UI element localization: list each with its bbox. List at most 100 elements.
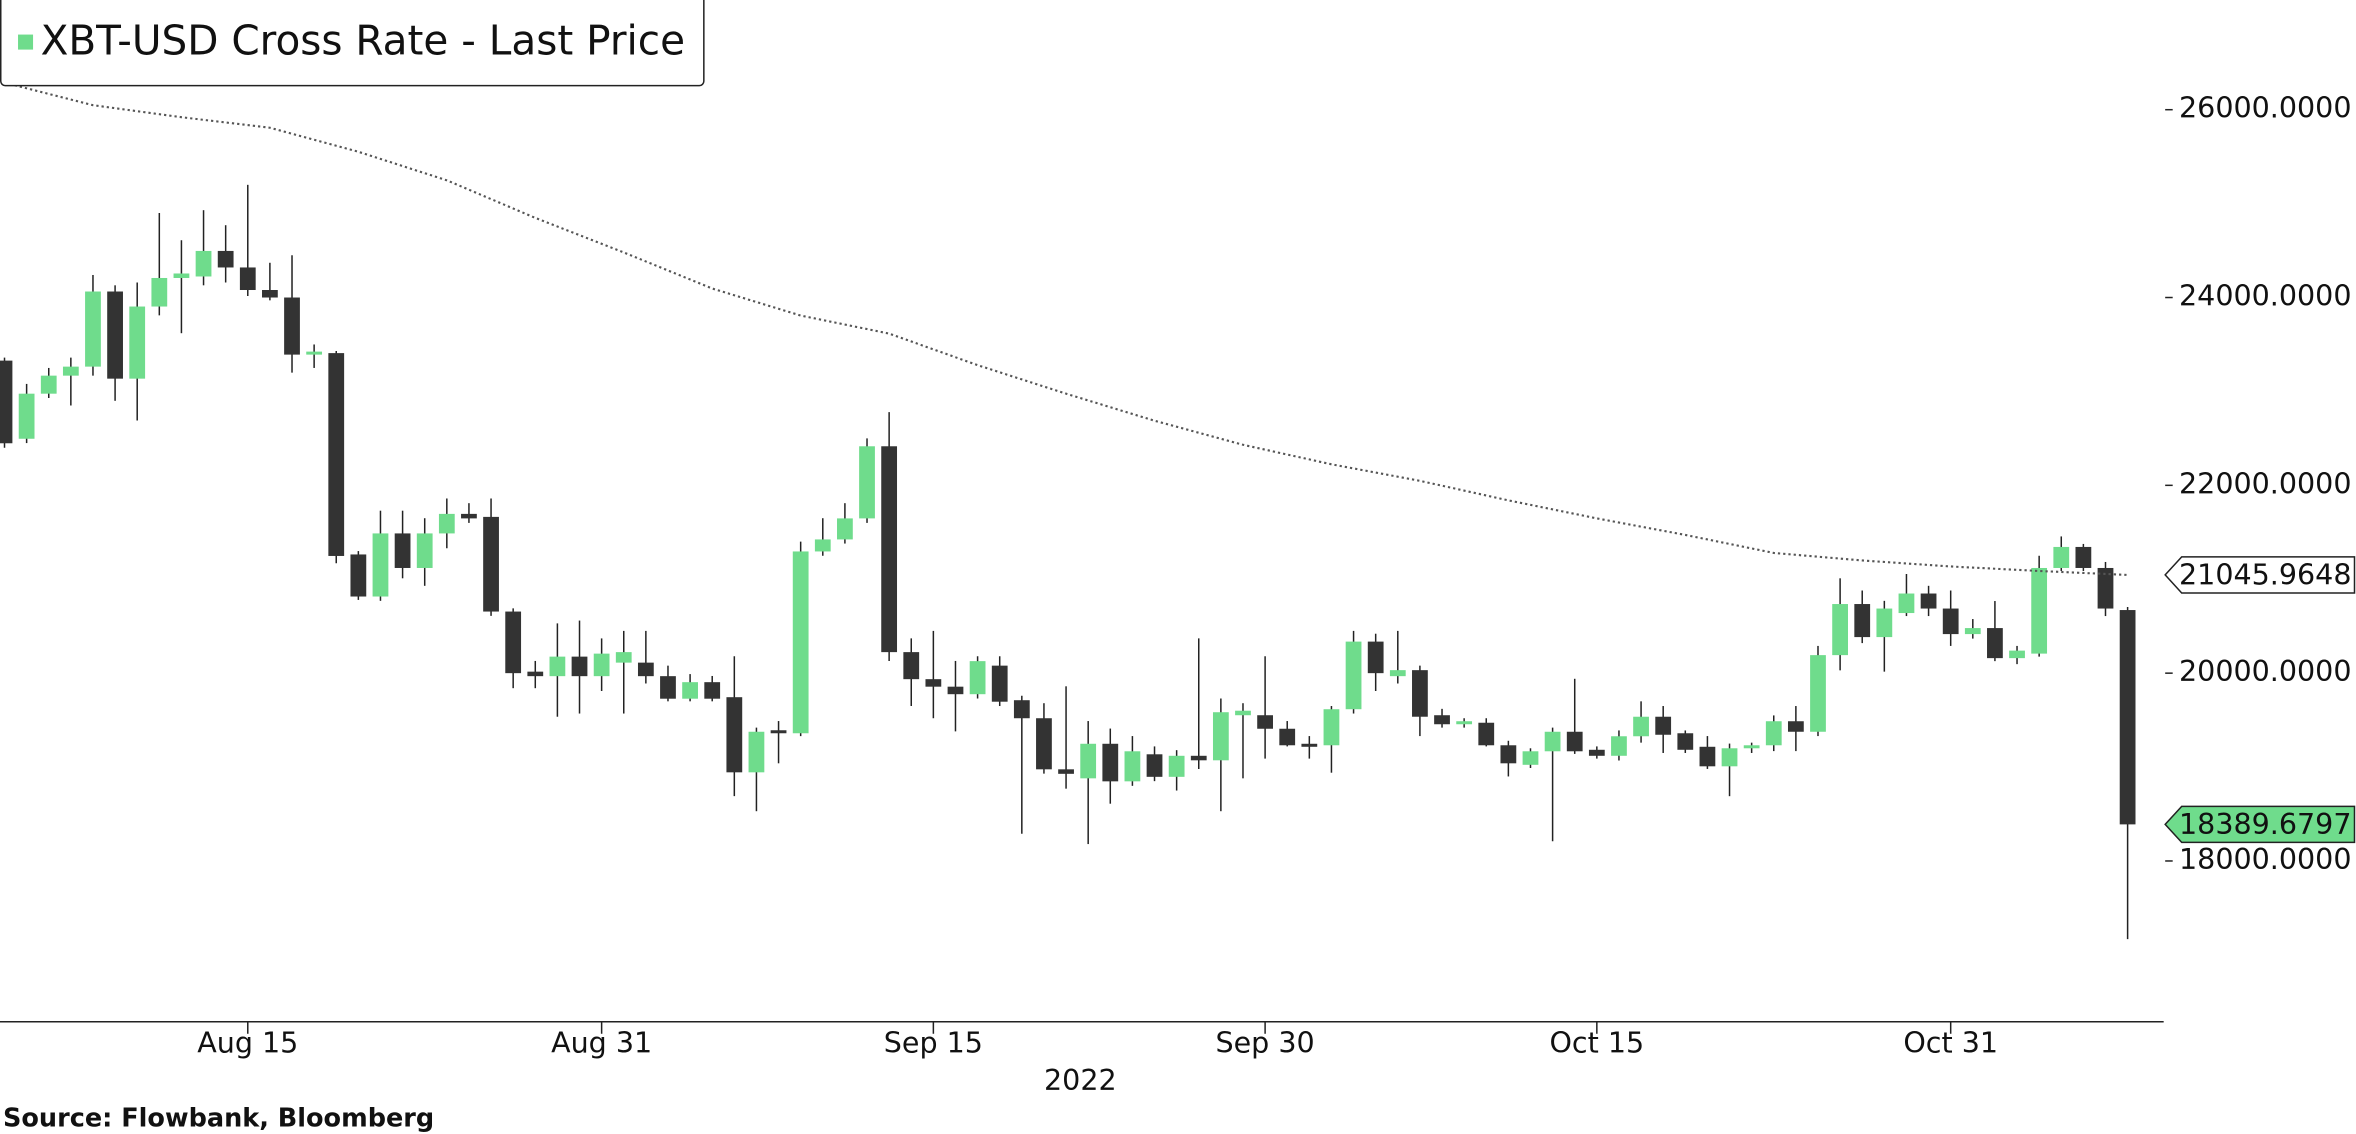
candle-body	[1500, 745, 1517, 764]
moving-average-line	[4, 81, 2128, 576]
legend-label: XBT-USD Cross Rate - Last Price	[41, 17, 685, 65]
candle-body	[1655, 716, 1672, 735]
candle-body	[1522, 751, 1539, 765]
y-tick-label: 26000.0000	[2179, 92, 2351, 125]
candle-body	[2097, 567, 2114, 609]
candle-body	[1942, 608, 1959, 635]
candle-body	[1235, 710, 1251, 716]
candle-body	[18, 393, 35, 439]
candle-body	[2031, 567, 2048, 654]
candle-body	[306, 351, 323, 355]
candle-body	[1832, 604, 1848, 656]
candle-body	[1301, 743, 1318, 747]
candle-body	[483, 516, 499, 612]
candle-body	[1058, 769, 1074, 774]
candle-body	[859, 446, 875, 519]
candle-body	[549, 656, 566, 677]
candle-body	[615, 652, 632, 663]
candle-body	[1743, 745, 1760, 749]
candle-body	[1854, 604, 1871, 638]
candle-body	[1013, 700, 1030, 719]
candle-body	[571, 656, 588, 677]
candle-body	[704, 682, 721, 699]
last-value-tag	[2164, 805, 2356, 844]
x-tick-label: Sep 30	[1216, 1026, 1315, 1059]
y-tick-label: 24000.0000	[2179, 280, 2351, 313]
candle-body	[2053, 546, 2070, 568]
candle-body	[217, 250, 234, 268]
candle-body	[770, 730, 787, 734]
candle-body	[62, 366, 79, 376]
last-value-label: 18389.6797	[2179, 808, 2351, 841]
candle-body	[394, 533, 411, 568]
candle-body	[416, 533, 433, 568]
candle-body	[1787, 721, 1804, 732]
candle-body	[814, 539, 831, 552]
candle-body	[195, 250, 212, 277]
candle-body	[1345, 641, 1362, 710]
candle-body	[85, 291, 101, 367]
candle-body	[1146, 754, 1163, 777]
x-tick-label: Aug 15	[197, 1026, 298, 1059]
candle-body	[969, 661, 986, 695]
candle-body	[1412, 670, 1428, 717]
candle-body	[284, 297, 300, 355]
candle-body	[1212, 712, 1229, 761]
candle-body	[1611, 736, 1627, 756]
last-value-tag	[2164, 556, 2356, 594]
candle-body	[173, 273, 190, 278]
candle-body	[438, 513, 455, 534]
x-tick-label: Sep 15	[884, 1026, 983, 1059]
candle-body	[2119, 610, 2136, 825]
x-axis-label: 2022	[1044, 1064, 1117, 1097]
candle-body	[1102, 743, 1119, 782]
candle-body	[1876, 608, 1893, 638]
candle-body	[1434, 715, 1450, 725]
candle-body	[1389, 670, 1406, 677]
candle-body	[1765, 721, 1782, 746]
candle-body	[1810, 655, 1826, 732]
x-tick-label: Oct 31	[1903, 1026, 1998, 1059]
candle-body	[682, 682, 698, 699]
candle-body	[2009, 650, 2025, 659]
candle-body	[991, 665, 1008, 702]
candle-body	[1721, 748, 1738, 767]
candle-body	[2075, 546, 2092, 568]
x-tick-label: Aug 31	[551, 1026, 652, 1059]
candle-body	[1456, 721, 1473, 725]
candle-body	[40, 375, 57, 394]
candle-body	[1544, 731, 1561, 752]
candle-body	[1036, 718, 1052, 770]
candle-body	[1566, 731, 1583, 752]
candle-body	[372, 533, 389, 597]
candle-body	[947, 686, 964, 695]
candle-body	[461, 513, 477, 519]
candle-body	[1964, 628, 1981, 635]
candle-body	[1124, 751, 1141, 782]
candle-body	[1478, 722, 1495, 746]
candle-body	[328, 353, 345, 556]
legend-box	[0, 0, 705, 87]
candle-body	[1920, 593, 1937, 609]
candle-body	[792, 551, 809, 734]
legend: XBT-USD Cross Rate - Last Price	[0, 0, 705, 87]
candle-body	[1699, 746, 1716, 767]
y-tick-label: 22000.0000	[2179, 467, 2351, 500]
x-tick-label: Oct 15	[1549, 1026, 1644, 1059]
candle-body	[726, 697, 743, 773]
candle-body	[1168, 755, 1185, 777]
candle-body	[1588, 749, 1605, 756]
candle-body	[350, 554, 367, 597]
candle-body	[593, 653, 610, 677]
candle-body	[505, 611, 522, 674]
candle-body	[748, 731, 765, 773]
candle-body	[1190, 755, 1207, 761]
candle-body	[1633, 716, 1649, 737]
candle-body	[1367, 641, 1384, 674]
candle-body	[903, 652, 920, 680]
candle-body	[151, 277, 168, 307]
candle-body	[107, 291, 123, 379]
candle-body	[527, 671, 544, 677]
